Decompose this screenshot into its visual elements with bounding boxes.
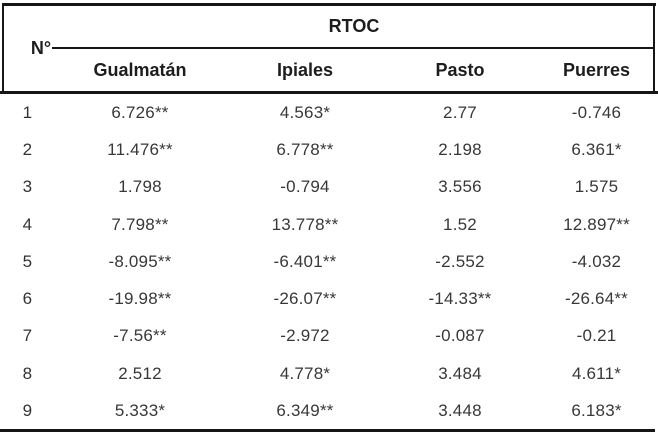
table-cell: -0.794 [280,177,330,197]
table-cell: -4.032 [571,251,622,271]
column-header-spacer [0,49,55,91]
row-number: 6 [22,289,33,309]
table-body: 1 6.726** 4.563* 2.77 -0.746 2 11.476** 6.778**… [0,94,658,430]
table-cell: -19.98** [108,289,172,309]
table-cell: 3.556 [438,177,482,197]
table-row: 1 6.726** 4.563* 2.77 -0.746 [0,94,658,131]
table-cell: -26.64** [564,289,629,309]
column-header-gualmatan: Gualmatán [93,59,187,80]
table-row: 6 -19.98** -26.07** -14.33** -26.64** [0,280,658,317]
table-cell: 5.333* [114,401,166,421]
table-cell: 11.476** [107,139,173,159]
table-row: 2 11.476** 6.778** 2.198 6.361* [0,131,658,168]
table-cell: 6.349** [276,401,334,421]
header-left-rule [2,3,4,93]
header-right-rule [653,3,655,93]
table-cell: 1.575 [574,177,619,197]
table-cell: 1.798 [118,177,162,197]
table-cell: 13.778** [271,214,339,234]
row-number: 1 [22,102,33,122]
table-cell: 1.52 [443,214,477,234]
bottom-rule [0,429,655,432]
table-cell: -7.56** [113,326,167,346]
top-rule [2,3,656,6]
table-row: 9 5.333* 6.349** 3.448 6.183* [0,392,658,429]
table-row: 3 1.798 -0.794 3.556 1.575 [0,169,658,206]
table-cell: 3.484 [438,363,482,383]
row-number: 3 [22,177,33,197]
table-cell: -0.21 [576,326,617,346]
table-cell: 6.778** [276,139,334,159]
table-cell: 4.611* [571,363,622,383]
table-row: 4 7.798** 13.778** 1.52 12.897** [0,206,658,243]
table-cell: 2.512 [118,363,162,383]
table-cell: -8.095** [108,251,172,271]
column-header-puerres: Puerres [562,59,631,80]
row-number: 2 [22,139,33,159]
row-number: 5 [22,251,33,271]
column-header-ipiales: Ipiales [276,59,334,80]
table-row: 8 2.512 4.778* 3.484 4.611* [0,355,658,392]
table-cell: 6.726** [111,102,169,122]
column-header-pasto: Pasto [435,59,485,80]
row-number-header: N° [30,37,52,58]
table-cell: 4.563* [279,102,331,122]
table-cell: 2.198 [438,139,482,159]
table-cell: 2.77 [443,102,477,122]
table-row: 5 -8.095** -6.401** -2.552 -4.032 [0,243,658,280]
table-cell: -2.552 [435,251,485,271]
table-cell: 3.448 [438,401,482,421]
table-cell: 6.183* [571,401,622,421]
table-cell: 12.897** [563,214,630,234]
rtoc-underline [52,47,654,49]
table-cell: -2.972 [280,326,330,346]
table-cell: -0.746 [571,102,622,122]
row-number: 9 [22,401,33,421]
row-number: 7 [22,326,33,346]
table-cell: 7.798** [111,214,169,234]
group-header: RTOC [328,15,380,36]
table-cell: -0.087 [435,326,485,346]
table-cell: -6.401** [273,251,337,271]
column-header-row: Gualmatán Ipiales Pasto Puerres [0,49,658,91]
row-number: 8 [22,363,33,383]
table-cell: 4.778* [279,363,331,383]
row-number: 4 [22,214,33,234]
table-cell: -26.07** [273,289,337,309]
header-bottom-rule [0,91,658,94]
table-row: 7 -7.56** -2.972 -0.087 -0.21 [0,318,658,355]
table-cell: -14.33** [428,289,492,309]
table-cell: 6.361* [571,139,622,159]
